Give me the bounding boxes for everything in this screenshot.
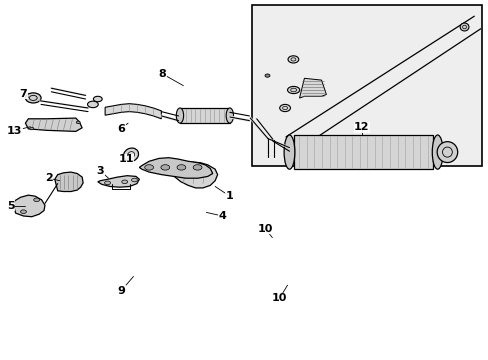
Ellipse shape bbox=[123, 148, 138, 162]
Ellipse shape bbox=[87, 101, 98, 108]
Ellipse shape bbox=[177, 165, 185, 170]
Text: 10: 10 bbox=[257, 224, 272, 234]
Ellipse shape bbox=[431, 135, 442, 169]
Ellipse shape bbox=[284, 135, 294, 169]
Ellipse shape bbox=[76, 121, 80, 124]
Text: 2: 2 bbox=[45, 173, 53, 183]
Text: 8: 8 bbox=[158, 69, 166, 79]
Polygon shape bbox=[98, 176, 139, 187]
Polygon shape bbox=[14, 195, 45, 217]
Ellipse shape bbox=[436, 142, 457, 163]
Ellipse shape bbox=[104, 181, 110, 185]
Ellipse shape bbox=[93, 96, 102, 102]
Text: 13: 13 bbox=[7, 126, 22, 136]
Text: 1: 1 bbox=[225, 191, 233, 201]
Text: 10: 10 bbox=[271, 293, 287, 303]
Ellipse shape bbox=[30, 127, 34, 130]
Ellipse shape bbox=[225, 108, 233, 123]
Ellipse shape bbox=[264, 74, 269, 77]
Ellipse shape bbox=[279, 104, 290, 112]
Polygon shape bbox=[299, 78, 326, 98]
Polygon shape bbox=[55, 172, 83, 192]
Ellipse shape bbox=[459, 23, 468, 31]
Ellipse shape bbox=[144, 165, 153, 170]
Text: 7: 7 bbox=[20, 89, 27, 99]
Ellipse shape bbox=[287, 56, 298, 63]
Bar bbox=[251, 5, 481, 166]
Polygon shape bbox=[173, 162, 217, 188]
Ellipse shape bbox=[176, 108, 183, 123]
Ellipse shape bbox=[287, 86, 299, 94]
Text: 12: 12 bbox=[353, 122, 369, 132]
Text: 11: 11 bbox=[118, 154, 134, 165]
Text: 3: 3 bbox=[96, 166, 104, 176]
Text: 9: 9 bbox=[117, 285, 125, 296]
Polygon shape bbox=[294, 135, 432, 169]
Ellipse shape bbox=[25, 93, 41, 103]
Text: 4: 4 bbox=[218, 211, 226, 221]
Ellipse shape bbox=[20, 210, 26, 213]
Ellipse shape bbox=[131, 178, 137, 182]
Text: 5: 5 bbox=[7, 201, 15, 211]
Ellipse shape bbox=[193, 165, 202, 170]
Text: 6: 6 bbox=[117, 123, 125, 134]
Polygon shape bbox=[25, 118, 82, 131]
Polygon shape bbox=[105, 104, 161, 119]
Ellipse shape bbox=[161, 165, 169, 170]
Ellipse shape bbox=[34, 198, 40, 202]
Polygon shape bbox=[180, 108, 229, 123]
Polygon shape bbox=[139, 158, 212, 178]
Ellipse shape bbox=[122, 180, 127, 184]
